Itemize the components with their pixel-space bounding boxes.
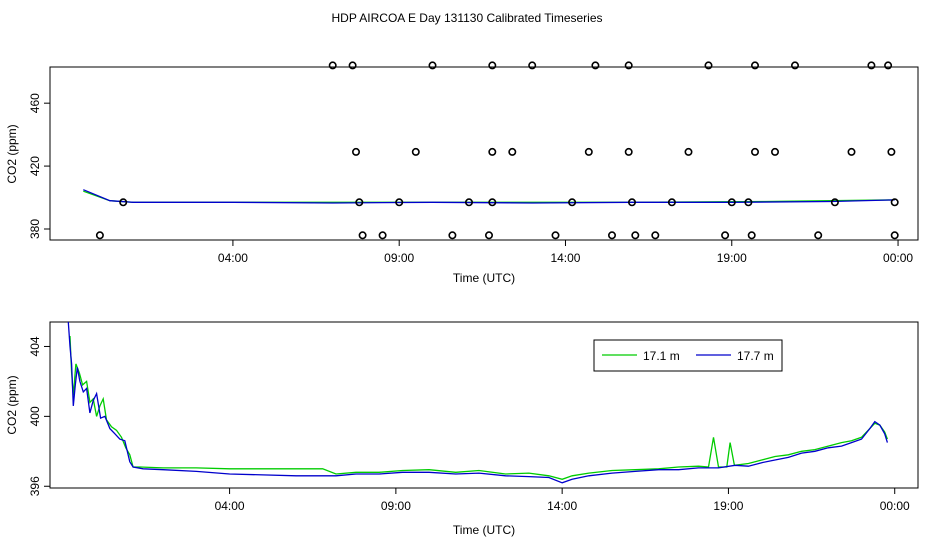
x-tick-label: 19:00 bbox=[717, 251, 747, 265]
marker-point bbox=[667, 198, 676, 207]
marker-point bbox=[624, 61, 633, 70]
marker-point bbox=[727, 198, 736, 207]
series-line-17-7m bbox=[67, 321, 889, 484]
marker-point bbox=[750, 147, 759, 156]
bottom-y-axis-label: CO2 (ppm) bbox=[5, 375, 19, 434]
legend-label-17-7m: 17.7 m bbox=[737, 349, 774, 363]
marker-point bbox=[355, 198, 364, 207]
marker-point bbox=[884, 61, 893, 70]
bottom-x-axis: 04:00 09:00 14:00 19:00 00:00 bbox=[215, 488, 910, 513]
marker-point bbox=[624, 147, 633, 156]
marker-point bbox=[747, 231, 756, 240]
marker-point bbox=[488, 61, 497, 70]
top-y-axis-label: CO2 (ppm) bbox=[5, 124, 19, 183]
marker-point bbox=[551, 231, 560, 240]
y-tick-label: 380 bbox=[28, 219, 42, 239]
marker-point bbox=[887, 147, 896, 156]
bottom-line-series bbox=[67, 321, 889, 484]
marker-point bbox=[651, 231, 660, 240]
y-tick-label: 400 bbox=[28, 406, 42, 426]
x-tick-label: 14:00 bbox=[547, 499, 577, 513]
marker-point bbox=[395, 198, 404, 207]
x-tick-label: 09:00 bbox=[384, 251, 414, 265]
marker-point bbox=[744, 198, 753, 207]
x-tick-label: 00:00 bbox=[880, 499, 910, 513]
legend-label-17-1m: 17.1 m bbox=[643, 349, 680, 363]
y-tick-label: 460 bbox=[28, 93, 42, 113]
marker-point bbox=[814, 231, 823, 240]
marker-point bbox=[591, 61, 600, 70]
marker-point bbox=[684, 147, 693, 156]
plot-frame-top bbox=[49, 66, 919, 241]
chart-bottom-timeseries: 04:00 09:00 14:00 19:00 00:00 396 400 404 Time… bbox=[5, 321, 919, 537]
marker-point bbox=[508, 147, 517, 156]
top-y-axis: 380 420 460 bbox=[28, 93, 50, 239]
marker-point bbox=[704, 61, 713, 70]
marker-point bbox=[378, 231, 387, 240]
series-line-17-1m bbox=[69, 335, 889, 480]
marker-point bbox=[484, 231, 493, 240]
x-tick-label: 00:00 bbox=[883, 251, 913, 265]
marker-point bbox=[890, 231, 899, 240]
marker-point bbox=[358, 231, 367, 240]
x-tick-label: 19:00 bbox=[713, 499, 743, 513]
x-tick-label: 04:00 bbox=[215, 499, 245, 513]
marker-point bbox=[830, 198, 839, 207]
marker-point bbox=[95, 231, 104, 240]
x-tick-label: 14:00 bbox=[550, 251, 580, 265]
marker-point bbox=[348, 61, 357, 70]
top-x-axis: 04:00 09:00 14:00 19:00 00:00 bbox=[218, 240, 913, 265]
bottom-x-axis-label: Time (UTC) bbox=[453, 523, 515, 537]
marker-point bbox=[770, 147, 779, 156]
top-line-series bbox=[83, 189, 895, 204]
marker-point bbox=[428, 61, 437, 70]
marker-point bbox=[568, 198, 577, 207]
marker-point bbox=[584, 147, 593, 156]
marker-point bbox=[488, 198, 497, 207]
marker-point bbox=[627, 198, 636, 207]
chart-top-calibrated: 04:00 09:00 14:00 19:00 00:00 380 420 460 Time… bbox=[5, 61, 919, 285]
marker-point bbox=[847, 147, 856, 156]
marker-point bbox=[631, 231, 640, 240]
y-tick-label: 420 bbox=[28, 156, 42, 176]
marker-point bbox=[411, 147, 420, 156]
plot-frame-bottom bbox=[49, 321, 919, 489]
bottom-y-axis: 396 400 404 bbox=[28, 336, 50, 496]
top-x-axis-label: Time (UTC) bbox=[453, 271, 515, 285]
y-tick-label: 396 bbox=[28, 476, 42, 496]
marker-point bbox=[867, 61, 876, 70]
marker-point bbox=[488, 147, 497, 156]
marker-point bbox=[328, 61, 337, 70]
marker-point bbox=[890, 198, 899, 207]
marker-point bbox=[464, 198, 473, 207]
marker-point bbox=[351, 147, 360, 156]
y-tick-label: 404 bbox=[28, 336, 42, 356]
marker-point bbox=[750, 61, 759, 70]
top-series-line-1 bbox=[83, 189, 895, 204]
figure-title: HDP AIRCOA E Day 131130 Calibrated Times… bbox=[331, 11, 602, 25]
marker-point bbox=[607, 231, 616, 240]
marker-point bbox=[721, 231, 730, 240]
marker-point bbox=[448, 231, 457, 240]
marker-point bbox=[528, 61, 537, 70]
x-tick-label: 04:00 bbox=[218, 251, 248, 265]
top-marker-series bbox=[95, 61, 899, 240]
x-tick-label: 09:00 bbox=[381, 499, 411, 513]
marker-point bbox=[790, 61, 799, 70]
marker-point bbox=[119, 198, 128, 207]
legend: 17.1 m 17.7 m bbox=[593, 339, 783, 372]
